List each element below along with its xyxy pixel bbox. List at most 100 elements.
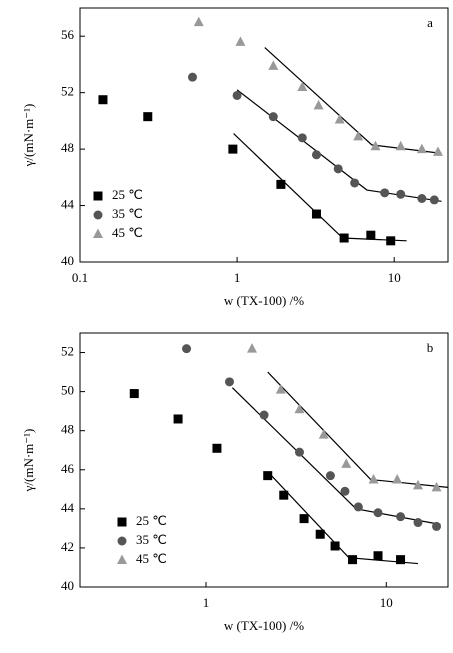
legend-label: 45 ℃ bbox=[112, 225, 143, 240]
y-tick-label: 50 bbox=[61, 383, 74, 398]
marker bbox=[299, 514, 309, 524]
y-tick-label: 40 bbox=[61, 578, 74, 593]
marker bbox=[413, 518, 423, 528]
marker bbox=[259, 410, 269, 420]
marker bbox=[268, 60, 279, 70]
y-axis-label: γ/(mN·m⁻¹) bbox=[21, 104, 36, 168]
y-tick-label: 56 bbox=[61, 27, 75, 42]
legend-marker bbox=[117, 536, 127, 546]
marker bbox=[187, 72, 197, 82]
marker bbox=[392, 474, 403, 484]
x-tick-label: 1 bbox=[234, 270, 241, 285]
marker bbox=[429, 195, 439, 205]
marker bbox=[334, 113, 345, 124]
marker bbox=[279, 490, 289, 500]
panel-label: b bbox=[427, 340, 434, 355]
marker bbox=[325, 471, 335, 481]
marker bbox=[386, 236, 396, 246]
legend-marker bbox=[93, 210, 103, 220]
x-tick-label: 1 bbox=[203, 595, 210, 610]
y-tick-label: 52 bbox=[61, 84, 74, 99]
legend-label: 25 ℃ bbox=[112, 187, 143, 202]
fit-line bbox=[267, 471, 419, 565]
marker bbox=[193, 16, 204, 27]
fit-line bbox=[233, 133, 407, 242]
y-tick-label: 48 bbox=[61, 422, 74, 437]
panel-label: a bbox=[427, 15, 433, 30]
fit-line bbox=[264, 47, 442, 154]
x-axis-label: w (TX-100) /% bbox=[224, 618, 304, 633]
marker bbox=[276, 179, 286, 189]
y-tick-label: 44 bbox=[61, 197, 75, 212]
fit-line bbox=[267, 371, 449, 488]
marker bbox=[396, 512, 406, 522]
marker bbox=[341, 458, 352, 468]
marker bbox=[268, 112, 278, 122]
fit-line bbox=[231, 387, 441, 526]
marker bbox=[330, 541, 340, 551]
marker bbox=[235, 36, 246, 46]
marker bbox=[315, 529, 325, 539]
marker bbox=[294, 403, 305, 414]
marker bbox=[263, 471, 273, 481]
y-tick-label: 42 bbox=[61, 539, 74, 554]
marker bbox=[294, 447, 304, 457]
legend-marker bbox=[93, 228, 103, 238]
marker bbox=[297, 81, 308, 92]
marker bbox=[417, 194, 427, 203]
marker bbox=[98, 95, 108, 105]
marker bbox=[395, 140, 406, 151]
marker bbox=[432, 521, 442, 531]
x-tick-label: 10 bbox=[380, 595, 393, 610]
marker bbox=[373, 551, 383, 561]
marker bbox=[396, 189, 406, 199]
marker bbox=[370, 140, 381, 151]
marker bbox=[348, 555, 358, 565]
marker bbox=[340, 486, 350, 496]
y-tick-label: 52 bbox=[61, 344, 74, 359]
marker bbox=[143, 112, 153, 122]
marker bbox=[373, 508, 383, 518]
plot-frame bbox=[79, 332, 449, 588]
marker bbox=[366, 230, 376, 240]
marker bbox=[380, 188, 390, 198]
marker bbox=[416, 143, 427, 154]
legend-label: 35 ℃ bbox=[136, 532, 167, 547]
marker bbox=[313, 99, 324, 110]
marker bbox=[396, 555, 406, 565]
marker bbox=[413, 479, 424, 490]
marker bbox=[350, 178, 360, 188]
y-tick-label: 40 bbox=[61, 253, 74, 268]
marker bbox=[368, 474, 379, 484]
fit-line bbox=[236, 89, 442, 202]
marker bbox=[339, 233, 349, 243]
marker bbox=[311, 209, 321, 219]
x-tick-label: 0.1 bbox=[72, 270, 88, 285]
y-tick-label: 44 bbox=[61, 500, 75, 515]
legend-marker bbox=[93, 191, 103, 201]
marker bbox=[318, 429, 329, 439]
marker bbox=[232, 90, 242, 100]
y-tick-label: 48 bbox=[61, 140, 74, 155]
marker bbox=[431, 481, 442, 492]
legend-label: 25 ℃ bbox=[136, 513, 167, 528]
marker bbox=[182, 344, 192, 354]
legend-marker bbox=[117, 554, 127, 564]
x-tick-label: 10 bbox=[388, 270, 401, 285]
marker bbox=[333, 164, 343, 174]
marker bbox=[353, 130, 364, 141]
marker bbox=[432, 146, 443, 156]
marker bbox=[228, 144, 238, 154]
y-tick-label: 46 bbox=[61, 461, 75, 476]
marker bbox=[173, 414, 183, 424]
marker bbox=[212, 443, 222, 453]
marker bbox=[129, 389, 139, 399]
marker bbox=[353, 502, 363, 512]
legend-label: 35 ℃ bbox=[112, 206, 143, 221]
plot-frame bbox=[79, 7, 449, 263]
legend-marker bbox=[117, 517, 127, 527]
legend-label: 45 ℃ bbox=[136, 551, 167, 566]
marker bbox=[297, 133, 307, 143]
marker bbox=[224, 377, 234, 387]
